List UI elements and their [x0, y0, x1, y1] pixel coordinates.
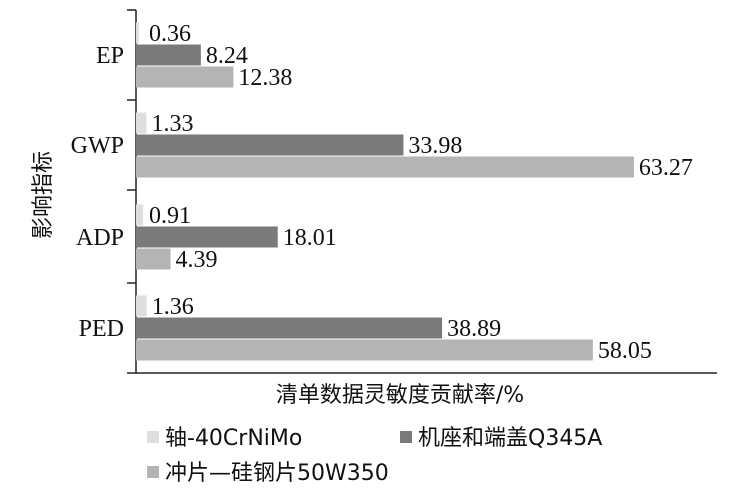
data-label: 1.33 — [151, 111, 193, 137]
bar — [136, 22, 139, 44]
data-label: 38.89 — [447, 316, 501, 342]
bars — [136, 22, 634, 361]
bar — [136, 226, 278, 248]
category-ticks — [127, 9, 136, 374]
data-label: 63.27 — [639, 155, 693, 181]
data-label: 1.36 — [152, 294, 194, 320]
category-label: ADP — [76, 225, 124, 251]
bar — [136, 204, 144, 226]
legend-swatch — [400, 431, 412, 443]
x-axis-title: 清单数据灵敏度贡献率/% — [276, 383, 524, 408]
legend-label: 轴-40CrNiMo — [165, 426, 302, 451]
category-label: EP — [96, 43, 124, 69]
legend: 轴-40CrNiMo 机座和端盖Q345A 冲片—硅钢片50W350 — [147, 426, 602, 486]
bar — [136, 339, 593, 361]
bar — [136, 156, 634, 178]
legend-label: 机座和端盖Q345A — [418, 426, 602, 451]
y-axis-title: 影响指标 — [31, 151, 56, 239]
data-label: 12.38 — [238, 65, 292, 91]
data-label: 4.39 — [176, 247, 218, 273]
data-labels: 0.36 1.33 0.91 1.36 8.24 33.98 18.01 38.89 12.38… — [149, 21, 693, 364]
data-label: 33.98 — [408, 133, 462, 159]
category-label: PED — [79, 316, 124, 342]
bar — [136, 134, 404, 156]
data-label: 58.05 — [598, 338, 652, 364]
category-label: GWP — [71, 133, 124, 159]
bar — [136, 295, 147, 317]
legend-swatch — [147, 431, 159, 443]
bar — [136, 66, 234, 88]
legend-swatch — [147, 466, 159, 478]
data-label: 0.91 — [149, 203, 191, 229]
data-label: 8.24 — [206, 43, 248, 69]
bar — [136, 44, 201, 66]
bar — [136, 317, 443, 339]
data-label: 0.36 — [149, 21, 191, 47]
category-labels: EP GWP ADP PED — [71, 43, 124, 342]
bar — [136, 248, 171, 270]
legend-label: 冲片—硅钢片50W350 — [165, 461, 389, 486]
bar — [136, 112, 147, 134]
data-label: 18.01 — [283, 225, 337, 251]
